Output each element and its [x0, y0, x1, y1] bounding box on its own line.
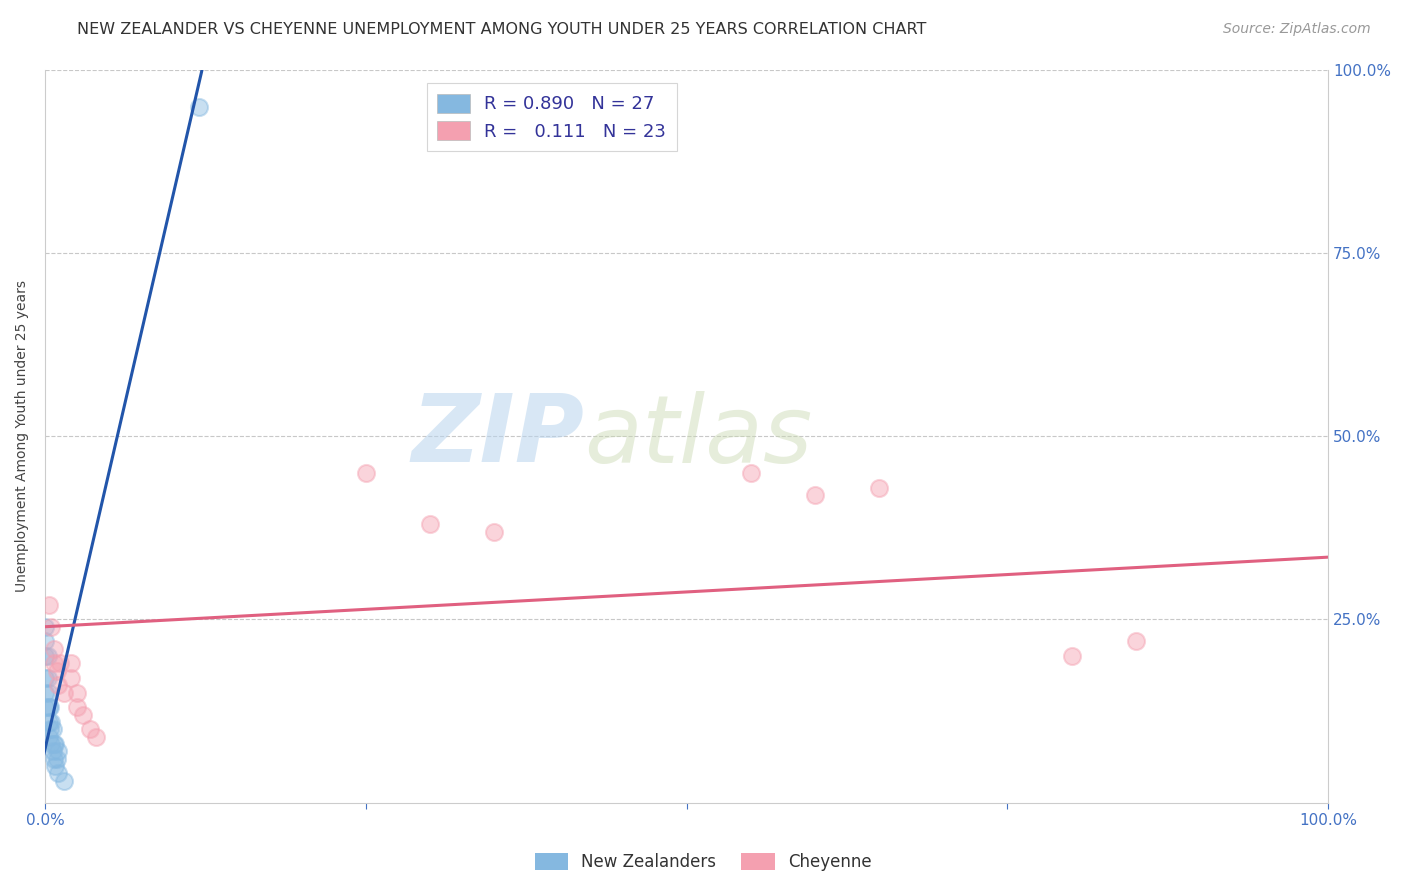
Point — [39, 723, 62, 737]
Point — [42, 657, 65, 671]
Point — [34, 686, 56, 700]
Point — [44, 759, 66, 773]
Point — [868, 481, 890, 495]
Point — [53, 686, 76, 700]
Point — [41, 737, 63, 751]
Point — [45, 664, 67, 678]
Point — [482, 524, 505, 539]
Point — [34, 671, 56, 685]
Text: ZIP: ZIP — [411, 391, 583, 483]
Point — [1125, 634, 1147, 648]
Point — [42, 737, 65, 751]
Point — [41, 714, 63, 729]
Point — [188, 100, 211, 114]
Point — [38, 686, 60, 700]
Point — [34, 620, 56, 634]
Point — [46, 766, 69, 780]
Point — [38, 714, 60, 729]
Point — [38, 598, 60, 612]
Legend: New Zealanders, Cheyenne: New Zealanders, Cheyenne — [526, 845, 880, 880]
Point — [46, 744, 69, 758]
Legend: R = 0.890   N = 27, R =   0.111   N = 23: R = 0.890 N = 27, R = 0.111 N = 23 — [426, 83, 678, 152]
Point — [42, 751, 65, 765]
Point — [41, 723, 63, 737]
Point — [53, 773, 76, 788]
Point — [804, 488, 827, 502]
Point — [66, 700, 89, 714]
Point — [46, 678, 69, 692]
Point — [419, 517, 441, 532]
Point — [72, 707, 94, 722]
Point — [44, 737, 66, 751]
Point — [59, 671, 82, 685]
Point — [37, 671, 59, 685]
Point — [1060, 648, 1083, 663]
Point — [38, 700, 60, 714]
Point — [37, 648, 59, 663]
Point — [354, 466, 377, 480]
Text: atlas: atlas — [583, 391, 813, 482]
Point — [49, 657, 72, 671]
Point — [79, 723, 101, 737]
Point — [84, 730, 107, 744]
Point — [38, 730, 60, 744]
Point — [66, 686, 89, 700]
Point — [39, 700, 62, 714]
Point — [42, 641, 65, 656]
Text: NEW ZEALANDER VS CHEYENNE UNEMPLOYMENT AMONG YOUTH UNDER 25 YEARS CORRELATION CH: NEW ZEALANDER VS CHEYENNE UNEMPLOYMENT A… — [77, 22, 927, 37]
Text: Source: ZipAtlas.com: Source: ZipAtlas.com — [1223, 22, 1371, 37]
Point — [41, 620, 63, 634]
Point — [45, 751, 67, 765]
Y-axis label: Unemployment Among Youth under 25 years: Unemployment Among Youth under 25 years — [15, 280, 30, 592]
Point — [34, 648, 56, 663]
Point — [34, 700, 56, 714]
Point — [34, 634, 56, 648]
Point — [740, 466, 762, 480]
Point — [59, 657, 82, 671]
Point — [41, 744, 63, 758]
